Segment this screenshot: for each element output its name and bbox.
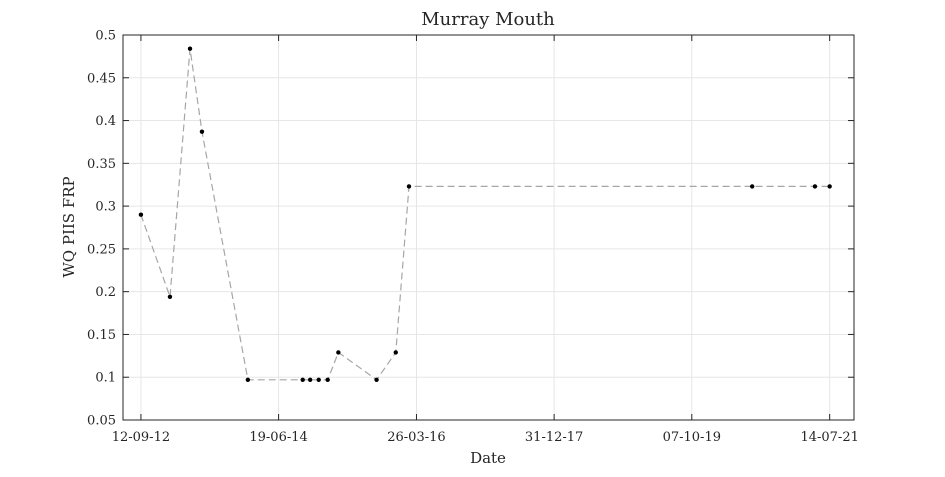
data-point [307,377,313,382]
data-point [245,377,251,382]
y-tick-label: 0.45 [87,71,116,86]
plot-area-frame [122,34,855,421]
data-point [812,184,818,189]
data-point [138,212,144,217]
data-point [406,184,412,189]
grid-lines [123,34,854,421]
y-tick-label: 0.3 [95,200,116,215]
chart-title: Murray Mouth [421,9,555,30]
series-layer [138,46,832,382]
x-axis-title: Date [470,449,506,467]
y-tick-label: 0.35 [87,157,116,172]
data-point [336,350,341,355]
data-point [827,184,832,189]
data-point [300,377,305,382]
series-line [140,48,830,381]
x-tick-label: 07-10-19 [663,430,721,445]
x-tick-label: 31-12-17 [525,430,583,445]
data-point [749,184,755,189]
x-tick-label: 12-09-12 [112,430,170,445]
y-tick-label: 0.2 [95,285,116,300]
data-point [393,350,398,355]
y-tick-label: 0.5 [95,29,116,44]
x-tick-label: 14-07-21 [800,430,858,445]
y-tick-label: 0.25 [87,242,116,257]
y-tick-label: 0.1 [95,371,116,386]
y-tick-label: 0.05 [87,414,116,429]
x-tick-label: 26-03-16 [387,430,445,445]
x-tick-label: 19-06-14 [249,430,307,445]
data-point [187,46,193,51]
data-point [374,377,379,382]
data-point [199,129,205,134]
y-tick-label: 0.4 [95,114,116,129]
data-point [316,377,321,382]
data-point [167,294,173,299]
data-point [325,377,330,382]
y-axis-title: WQ PIIS FRP [60,176,78,277]
axis-ticks: 0.05 0.1 0.15 0.2 0.25 0.3 0.35 0.4 0.45 0.5 12-09… [87,29,859,446]
y-tick-label: 0.15 [87,328,116,343]
